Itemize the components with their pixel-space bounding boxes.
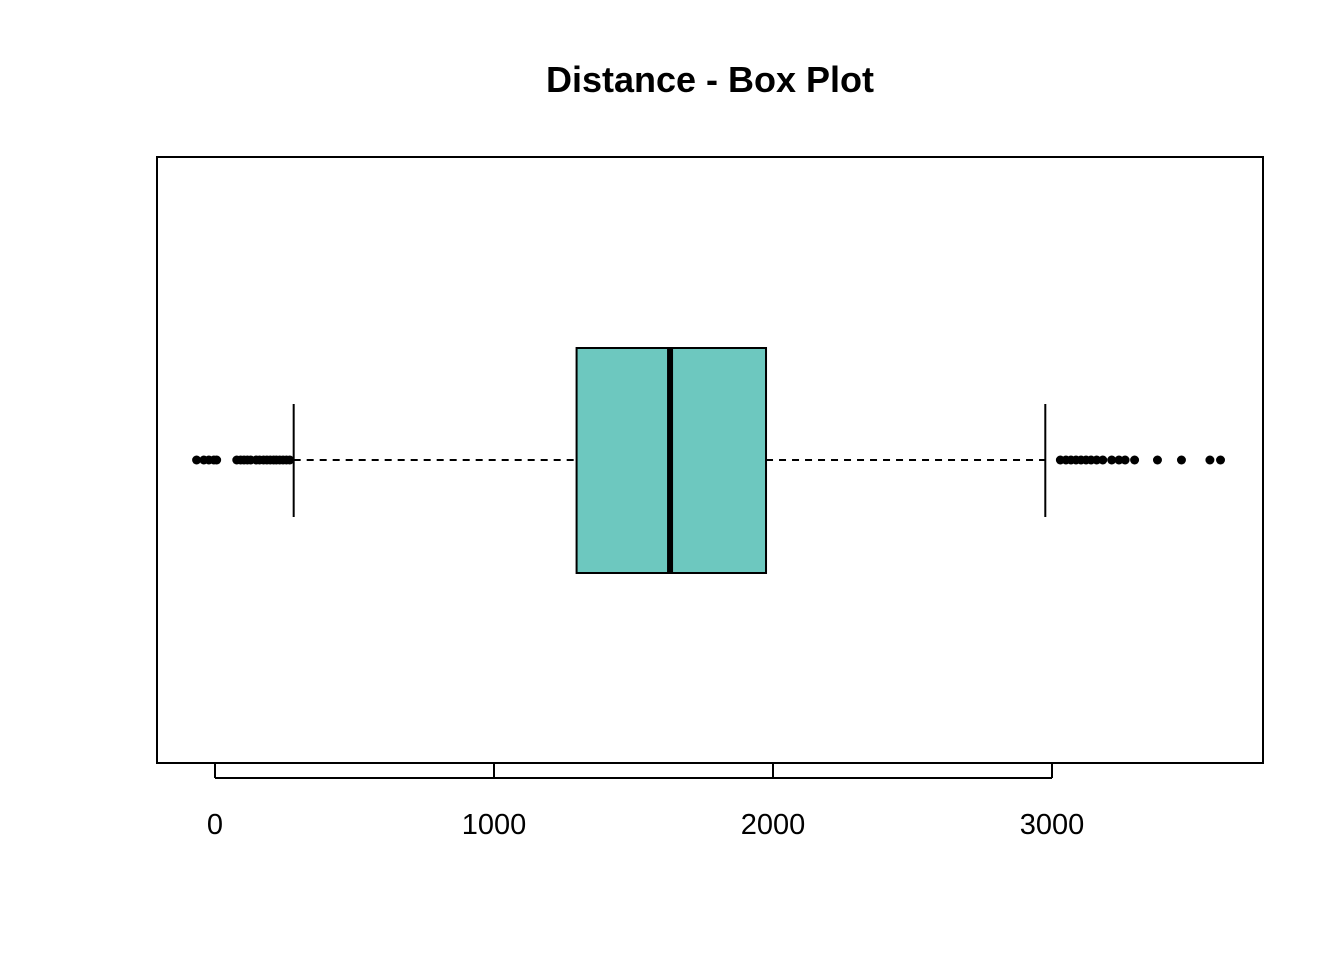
outlier-point <box>1216 455 1226 465</box>
outlier-point <box>192 455 202 465</box>
outlier-point <box>1152 455 1162 465</box>
plot-frame <box>156 156 1264 764</box>
outlier-point <box>212 455 222 465</box>
x-tick-label: 3000 <box>1020 809 1085 841</box>
outlier-point <box>1107 455 1117 465</box>
outlier-point <box>1176 455 1186 465</box>
chart-marks <box>192 347 1226 574</box>
outlier-point <box>1130 455 1140 465</box>
outlier-point <box>285 455 295 465</box>
outlier-point <box>1120 455 1130 465</box>
outlier-point <box>1205 455 1215 465</box>
x-tick-label: 0 <box>207 809 223 841</box>
x-axis: 0 1000 2000 3000 <box>207 764 1084 841</box>
outlier-point <box>1098 455 1108 465</box>
chart-title: Distance - Box Plot <box>546 59 874 100</box>
x-tick-label: 1000 <box>462 809 527 841</box>
x-tick-label: 2000 <box>741 809 806 841</box>
